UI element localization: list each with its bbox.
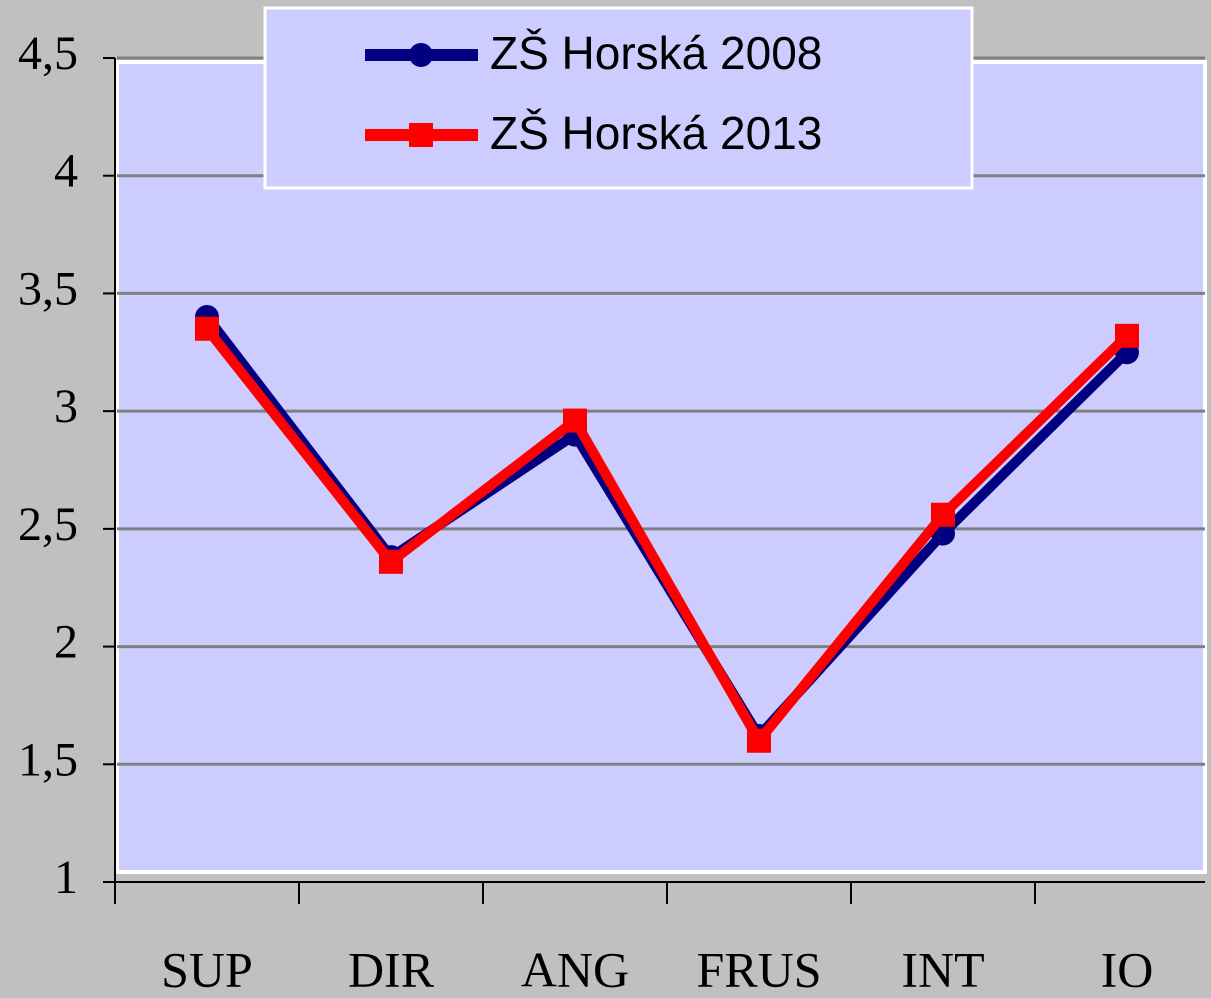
legend-label: ZŠ Horská 2008 <box>490 27 822 79</box>
marker <box>195 316 219 341</box>
y-tick-label: 2,5 <box>18 498 78 551</box>
legend-box <box>263 6 974 190</box>
x-tick-label: IO <box>1101 941 1154 997</box>
plot-area <box>115 60 1207 874</box>
marker <box>747 728 771 753</box>
y-tick-label: 2 <box>54 616 78 669</box>
marker <box>931 502 955 527</box>
x-tick-label: ANG <box>521 941 629 997</box>
x-tick-label: INT <box>901 941 984 997</box>
series-line <box>203 325 1131 746</box>
y-tick-label: 1,5 <box>18 733 78 786</box>
marker <box>1115 323 1139 348</box>
x-tick-label: SUP <box>161 941 253 997</box>
x-tick-label: DIR <box>348 941 435 997</box>
y-tick-label: 4,5 <box>18 27 78 80</box>
legend-label: ZŠ Horská 2013 <box>490 107 822 159</box>
y-tick-label: 3,5 <box>18 262 78 315</box>
marker <box>409 43 433 67</box>
y-tick-label: 3 <box>54 380 78 433</box>
y-tick-label: 1 <box>54 851 78 904</box>
marker <box>409 123 433 147</box>
marker <box>563 408 587 433</box>
marker <box>379 549 403 574</box>
y-tick-label: 4 <box>54 145 78 198</box>
x-tick-label: FRUS <box>696 941 821 997</box>
